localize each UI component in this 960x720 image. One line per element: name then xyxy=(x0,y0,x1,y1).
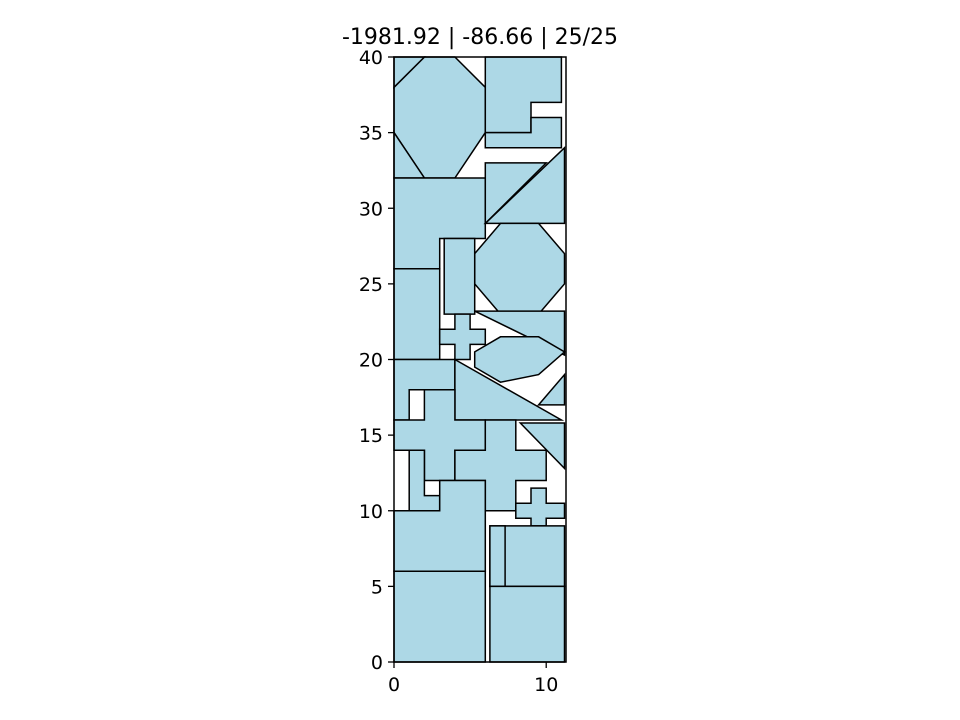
y-tick-label: 30 xyxy=(359,198,383,220)
piece-triangle-15 xyxy=(518,422,566,471)
piece-small-triangle-18 xyxy=(536,372,566,406)
pieces-layer xyxy=(393,56,566,663)
y-tick-label: 5 xyxy=(371,576,383,598)
piece-tall-rect-26 xyxy=(443,237,476,315)
y-tick-label: 15 xyxy=(359,425,383,447)
piece-octagon-mid xyxy=(473,222,566,315)
y-tick-label: 0 xyxy=(371,652,383,674)
plot-frame xyxy=(393,56,567,663)
y-tick-label: 25 xyxy=(359,274,383,296)
y-tick-label: 35 xyxy=(359,123,383,145)
piece-rect-bottom-left xyxy=(393,570,487,663)
piece-rect-bottom-right xyxy=(489,585,566,663)
piece-rect-left-23 xyxy=(393,268,441,361)
piece-l-shape-lower xyxy=(484,116,563,149)
piece-rect-left-10 xyxy=(393,479,487,573)
piece-small-cross-right xyxy=(515,487,566,527)
chart-title: -1981.92 | -86.66 | 25/25 xyxy=(342,25,618,50)
y-tick-label: 10 xyxy=(359,501,383,523)
piece-small-cross xyxy=(438,313,487,361)
y-tick-label: 20 xyxy=(359,350,383,372)
x-tick-label: 0 xyxy=(388,674,400,696)
y-tick-label: 40 xyxy=(359,47,383,69)
x-tick-label: 10 xyxy=(534,674,558,696)
ticks-layer: 0 10 0 5 10 15 20 25 30 35 40 xyxy=(359,47,558,696)
piece-hexagon-20 xyxy=(473,336,566,383)
piece-thin-rect-7 xyxy=(489,525,506,588)
